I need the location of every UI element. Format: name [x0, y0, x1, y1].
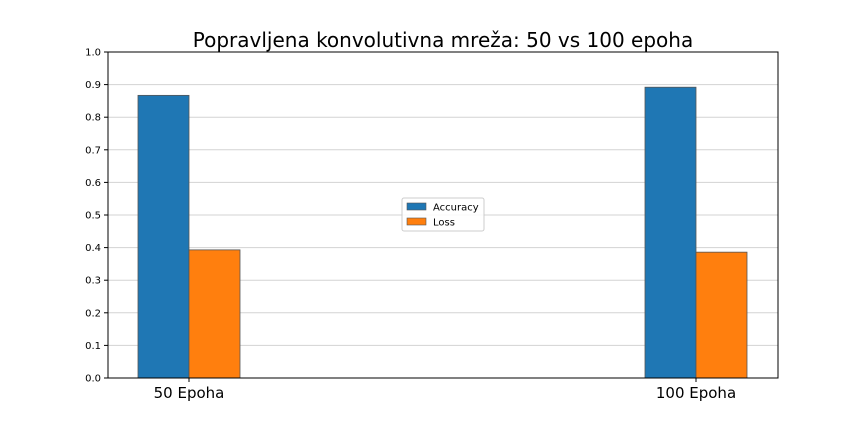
y-tick-label: 0.4 — [85, 243, 101, 254]
y-tick-label: 0.3 — [85, 276, 101, 287]
legend-swatch-loss — [406, 217, 427, 226]
y-tick-label: 0.2 — [85, 308, 101, 319]
bars — [137, 86, 748, 379]
legend-swatch-accuracy — [406, 202, 427, 211]
x-axis: 50 Epoha 100 Epoha — [154, 378, 736, 402]
x-category-label: 100 Epoha — [656, 384, 736, 402]
y-tick-label: 0.6 — [85, 178, 101, 189]
bar-accuracy-1 — [137, 94, 190, 379]
bar-loss-1 — [188, 249, 241, 379]
y-tick-label: 0.1 — [85, 341, 101, 352]
x-category-label: 50 Epoha — [154, 384, 225, 402]
chart-title: Popravljena konvolutivna mreža: 50 vs 10… — [193, 28, 693, 52]
y-tick-label: 0.8 — [85, 113, 101, 124]
y-tick-label: 0.7 — [85, 145, 101, 156]
y-tick-label: 0.0 — [85, 374, 101, 385]
legend: Accuracy Loss — [401, 197, 485, 232]
y-axis: 0.0 0.1 0.2 0.3 0.4 0.5 0.6 0.7 0.8 0.9 1.0 — [85, 48, 108, 385]
bar-accuracy-2 — [644, 86, 697, 379]
y-tick-label: 1.0 — [85, 48, 101, 59]
y-tick-label: 0.5 — [85, 211, 101, 222]
legend-label-accuracy: Accuracy — [433, 203, 479, 214]
y-tick-label: 0.9 — [85, 80, 101, 91]
bar-loss-2 — [695, 251, 748, 379]
legend-label-loss: Loss — [433, 218, 455, 229]
